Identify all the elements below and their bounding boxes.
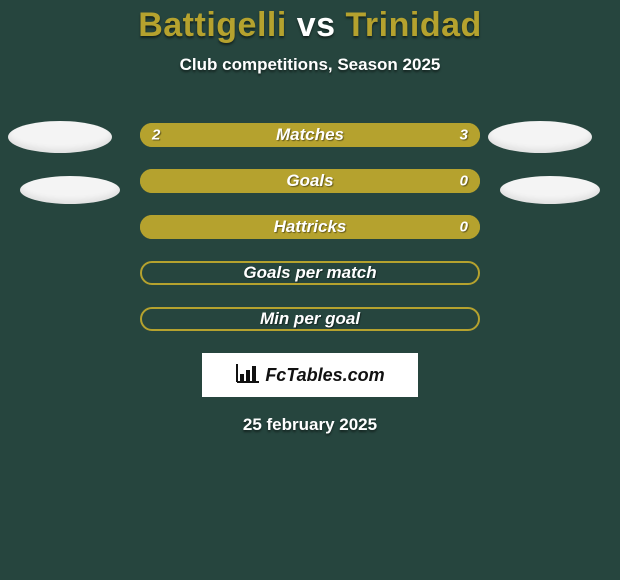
bar-track [140,123,480,147]
date-label: 25 february 2025 [0,415,620,435]
stat-row: Goals per match [140,261,480,285]
stat-rows: Matches23 Goals0 Hattricks0 Goals per match… [0,123,620,331]
bar-right-fill [276,123,480,147]
right-avatar [500,176,600,204]
page-title: Battigelli vs Trinidad [0,0,620,45]
comparison-infographic: Battigelli vs Trinidad Club competitions… [0,0,620,580]
bar-track [140,215,480,239]
stat-row: Matches23 [140,123,480,147]
bar-chart-icon [235,362,261,389]
title-vs: vs [297,6,336,44]
left-avatar [20,176,120,204]
bar-left-fill [140,169,480,193]
brand-badge: FcTables.com [202,353,418,397]
bar-left-fill [140,123,276,147]
title-player2: Trinidad [346,6,482,44]
subtitle: Club competitions, Season 2025 [0,55,620,75]
stat-row: Hattricks0 [140,215,480,239]
right-avatar [488,121,592,153]
title-player1: Battigelli [138,6,287,44]
left-avatar [8,121,112,153]
stat-row: Goals0 [140,169,480,193]
stat-row: Min per goal [140,307,480,331]
brand-text: FcTables.com [265,365,384,386]
bar-track [140,307,480,331]
bar-track [140,169,480,193]
bar-left-fill [140,215,480,239]
bar-track [140,261,480,285]
